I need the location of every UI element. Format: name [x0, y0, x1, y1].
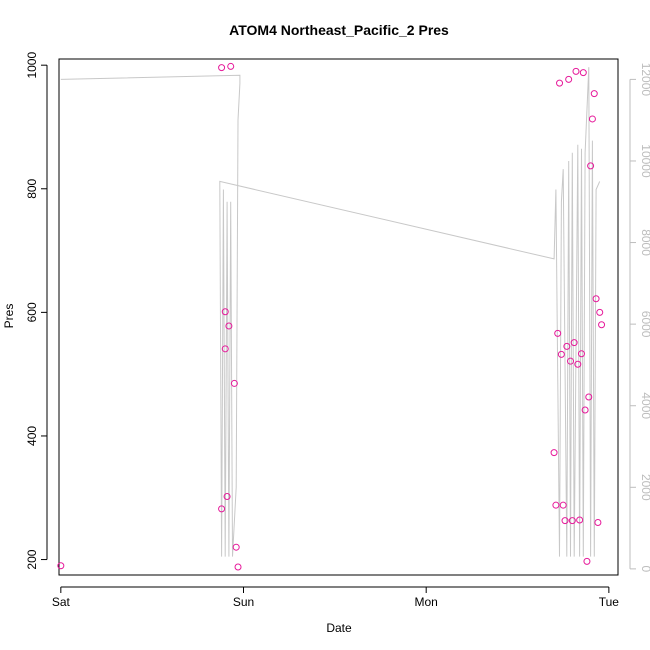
data-point — [568, 517, 576, 525]
y-tick-label: 400 — [25, 426, 39, 446]
series-line — [60, 67, 601, 557]
data-point — [552, 501, 560, 509]
data-point — [579, 69, 587, 77]
x-axis-label: Date — [326, 621, 352, 635]
data-point — [576, 516, 584, 524]
data-point — [596, 308, 604, 316]
y2-tick-label: 8000 — [639, 229, 650, 256]
data-point — [554, 329, 562, 337]
data-point — [574, 360, 582, 368]
data-point — [598, 321, 606, 329]
data-point — [590, 90, 598, 98]
y-tick-label: 1000 — [25, 52, 39, 79]
x-tick-label: Sat — [52, 595, 71, 609]
data-point — [557, 350, 565, 358]
y2-tick-label: 0 — [639, 566, 650, 573]
data-point — [583, 557, 591, 565]
data-point — [218, 505, 226, 513]
data-point — [227, 62, 235, 70]
data-point — [57, 562, 65, 570]
data-point — [565, 75, 573, 83]
data-point — [588, 115, 596, 123]
data-point — [559, 501, 567, 509]
data-point — [594, 518, 602, 526]
data-point — [218, 64, 226, 72]
y-axis-label: Pres — [2, 304, 16, 329]
data-point — [592, 295, 600, 303]
y2-tick-label: 10000 — [639, 144, 650, 178]
y2-tick-label: 6000 — [639, 311, 650, 338]
data-point — [550, 449, 558, 457]
data-point — [572, 67, 580, 75]
data-point — [232, 543, 240, 551]
data-point — [223, 493, 231, 501]
x-tick-label: Sun — [233, 595, 254, 609]
data-point — [221, 308, 229, 316]
y-tick-label: 200 — [25, 549, 39, 569]
data-point — [570, 339, 578, 347]
data-point — [556, 79, 564, 87]
data-point — [577, 350, 585, 358]
data-point — [567, 357, 575, 365]
data-point — [230, 379, 238, 387]
data-point — [225, 322, 233, 330]
data-point — [587, 162, 595, 170]
data-point — [585, 393, 593, 401]
data-point — [221, 345, 229, 353]
data-point — [561, 517, 569, 525]
data-point — [581, 406, 589, 414]
y-tick-label: 800 — [25, 178, 39, 198]
plot-frame — [58, 58, 619, 576]
data-point — [563, 342, 571, 350]
y-tick-label: 600 — [25, 302, 39, 322]
chart-title: ATOM4 Northeast_Pacific_2 Pres — [229, 22, 449, 38]
y2-tick-label: 2000 — [639, 474, 650, 501]
y2-tick-label: 4000 — [639, 392, 650, 419]
x-tick-label: Tue — [599, 595, 620, 609]
x-tick-label: Mon — [415, 595, 438, 609]
y2-tick-label: 12000 — [639, 63, 650, 97]
data-point — [234, 563, 242, 571]
